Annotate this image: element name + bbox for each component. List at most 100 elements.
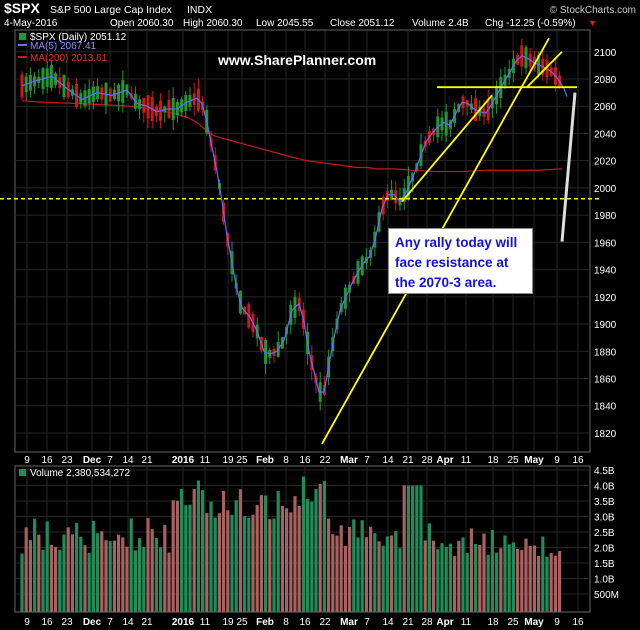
volume-bar: [159, 547, 163, 612]
volume-bar: [49, 544, 53, 612]
volume-bar: [83, 545, 87, 612]
header-open: Open 2060.30: [110, 18, 174, 29]
volume-bar: [482, 533, 486, 612]
volume-bar: [112, 540, 116, 612]
price-tick-label: 1900: [594, 320, 617, 331]
volume-bar: [453, 556, 457, 612]
date-tick-label: 2016: [172, 455, 195, 466]
date-tick-label: 7: [364, 617, 370, 628]
symbol-title: $SPX: [4, 0, 40, 16]
volume-bar: [45, 521, 49, 612]
legend-price: $SPX (Daily) 2051.12: [30, 32, 127, 43]
date-tick-label: Feb: [256, 617, 274, 628]
volume-tick-label: 500M: [594, 590, 619, 601]
volume-bar: [217, 513, 221, 612]
volume-bar: [348, 526, 352, 612]
volume-bar: [96, 533, 100, 612]
volume-bar: [226, 510, 230, 612]
annotation-line-1: Any rally today will: [395, 235, 518, 250]
header-high: High 2060.30: [183, 18, 243, 29]
price-tick-label: 1920: [594, 293, 617, 304]
volume-bar: [28, 540, 32, 612]
volume-bar: [133, 550, 137, 612]
date-tick-label: Apr: [436, 455, 453, 466]
volume-bar: [528, 546, 532, 612]
header-chg: Chg -12.25 (-0.59%): [485, 18, 576, 29]
volume-bar: [511, 542, 515, 612]
legend-ma200: MA(200) 2013.61: [30, 53, 108, 64]
price-tick-label: 2080: [594, 75, 617, 86]
date-tick-label: 21: [402, 455, 414, 466]
date-tick-label: 21: [402, 617, 414, 628]
price-tick-label: 2040: [594, 129, 617, 140]
date-tick-label: 2016: [172, 617, 195, 628]
volume-bar: [423, 540, 427, 612]
index-name: S&P 500 Large Cap Index: [50, 4, 173, 16]
volume-bar: [537, 556, 541, 612]
date-tick-label: 9: [24, 617, 30, 628]
date-tick-label: Mar: [340, 455, 358, 466]
volume-bar: [436, 549, 440, 612]
volume-bar: [54, 546, 58, 612]
volume-bar: [188, 504, 192, 612]
volume-bar: [440, 543, 444, 612]
volume-bar: [150, 529, 154, 612]
volume-bar: [280, 505, 284, 612]
header-low: Low 2045.55: [256, 18, 314, 29]
volume-bar: [390, 535, 394, 612]
volume-bar: [209, 501, 213, 612]
volume-bar: [306, 498, 310, 612]
price-tick-label: 1820: [594, 429, 617, 440]
volume-bar: [432, 540, 436, 612]
volume-bar: [318, 483, 322, 612]
volume-bar: [381, 545, 385, 612]
volume-bar: [222, 490, 226, 612]
volume-bar: [339, 525, 343, 612]
volume-tick-label: 2.0B: [594, 544, 615, 555]
trend-line: [401, 94, 493, 203]
volume-bar: [230, 514, 234, 612]
volume-bar: [415, 485, 419, 612]
ma200-polyline: [21, 100, 563, 173]
volume-bar: [163, 524, 167, 612]
volume-bar: [495, 552, 499, 612]
volume-bar: [251, 514, 255, 612]
volume-bar: [385, 536, 389, 612]
volume-bar: [75, 522, 79, 612]
date-tick-label: Dec: [83, 455, 102, 466]
volume-bar: [268, 519, 272, 612]
volume-bar: [33, 518, 37, 612]
date-tick-label: 11: [461, 455, 472, 466]
date-tick-label: 11: [461, 617, 472, 628]
volume-bar: [465, 553, 469, 612]
volume-bar: [545, 556, 549, 612]
legend-swatch-volume: [19, 469, 26, 476]
watermark: www.SharePlanner.com: [217, 52, 376, 68]
price-tick-label: 2020: [594, 157, 617, 168]
date-tick-label: 14: [122, 455, 134, 466]
date-tick-label: 8: [283, 617, 289, 628]
volume-bar: [310, 501, 314, 612]
volume-tick-label: 4.0B: [594, 482, 615, 493]
date-tick-label: 7: [364, 455, 370, 466]
date-tick-label: 21: [141, 455, 153, 466]
price-tick-label: 2100: [594, 48, 617, 59]
date-tick-label: Mar: [340, 617, 358, 628]
volume-bar: [213, 517, 217, 612]
volume-bar: [322, 480, 326, 612]
volume-tick-label: 3.5B: [594, 497, 615, 508]
volume-bar: [201, 490, 205, 612]
volume-bars: [20, 476, 562, 612]
volume-bar: [398, 548, 402, 612]
volume-bar: [448, 543, 452, 612]
volume-bar: [238, 489, 242, 612]
volume-bar: [108, 541, 112, 612]
date-tick-label: 22: [319, 455, 331, 466]
volume-bar: [293, 496, 297, 612]
volume-bar: [234, 500, 238, 612]
annotation-line-2: face resistance at: [395, 255, 509, 270]
date-tick-label: May: [524, 455, 544, 466]
volume-bar: [343, 545, 347, 612]
volume-bar: [138, 538, 142, 612]
